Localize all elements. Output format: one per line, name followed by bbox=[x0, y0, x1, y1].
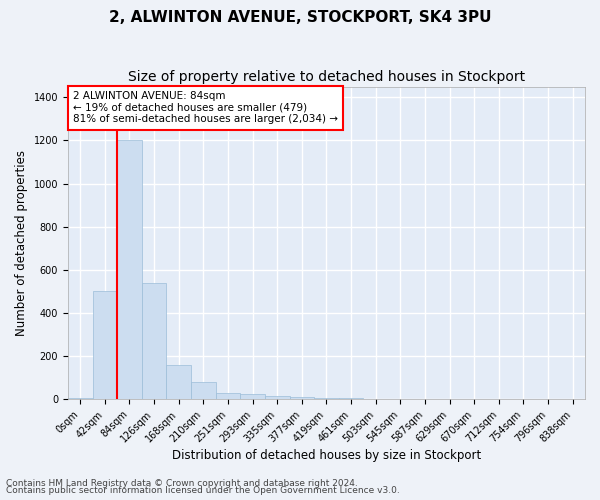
Text: 2, ALWINTON AVENUE, STOCKPORT, SK4 3PU: 2, ALWINTON AVENUE, STOCKPORT, SK4 3PU bbox=[109, 10, 491, 25]
Bar bbox=[265, 396, 290, 400]
X-axis label: Distribution of detached houses by size in Stockport: Distribution of detached houses by size … bbox=[172, 450, 481, 462]
Bar bbox=[92, 292, 117, 400]
Y-axis label: Number of detached properties: Number of detached properties bbox=[15, 150, 28, 336]
Bar bbox=[68, 398, 92, 400]
Bar bbox=[117, 140, 142, 400]
Title: Size of property relative to detached houses in Stockport: Size of property relative to detached ho… bbox=[128, 70, 525, 84]
Bar bbox=[215, 393, 240, 400]
Bar bbox=[314, 398, 339, 400]
Bar bbox=[240, 394, 265, 400]
Bar bbox=[166, 365, 191, 400]
Bar bbox=[290, 397, 314, 400]
Bar bbox=[339, 398, 364, 400]
Bar bbox=[191, 382, 215, 400]
Bar bbox=[142, 283, 166, 400]
Text: Contains HM Land Registry data © Crown copyright and database right 2024.: Contains HM Land Registry data © Crown c… bbox=[6, 478, 358, 488]
Text: 2 ALWINTON AVENUE: 84sqm
← 19% of detached houses are smaller (479)
81% of semi-: 2 ALWINTON AVENUE: 84sqm ← 19% of detach… bbox=[73, 91, 338, 124]
Text: Contains public sector information licensed under the Open Government Licence v3: Contains public sector information licen… bbox=[6, 486, 400, 495]
